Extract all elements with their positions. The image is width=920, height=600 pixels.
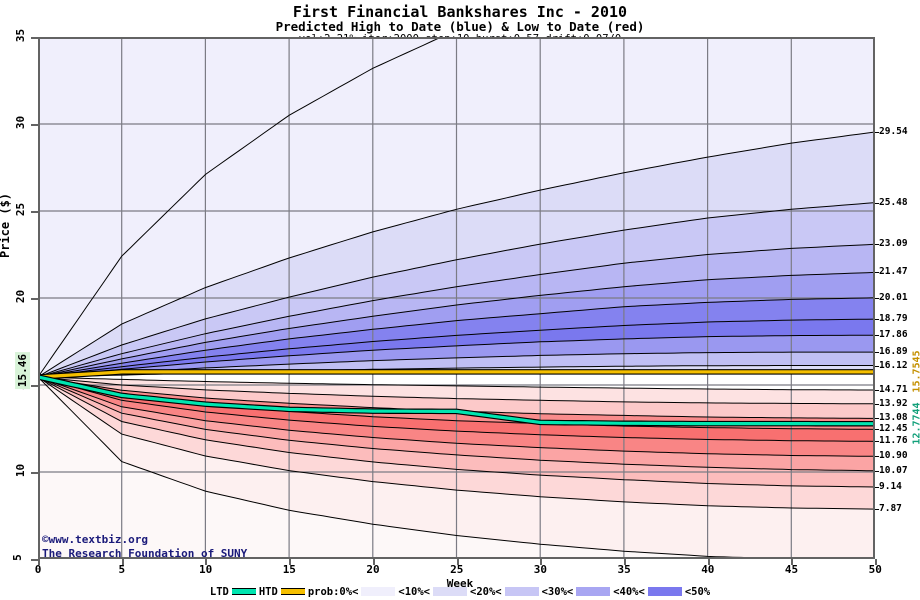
x-tick-20: 20 [366, 563, 380, 576]
x-tick-40: 40 [701, 563, 715, 576]
plot-area [38, 37, 875, 559]
x-tick-0: 0 [34, 563, 42, 576]
right-label-13.08: 13.08 [879, 412, 908, 424]
right-label-tick [875, 456, 879, 458]
legend-band-label-4: <50% [684, 585, 711, 598]
x-tick-mark [456, 559, 459, 565]
y-tick-35: 35 [14, 28, 28, 43]
chart-legend: LTD HTD prob:0%< <10%< <20%< <30%< <40%< <50% [0, 585, 920, 598]
y-tick-mark [31, 211, 39, 213]
legend-band-swatch-2 [504, 587, 539, 596]
x-tick-35: 35 [617, 563, 631, 576]
right-label-21.47: 21.47 [879, 266, 908, 278]
x-tick-25: 25 [450, 563, 464, 576]
x-tick-30: 30 [533, 563, 548, 576]
right-label-tick [875, 132, 879, 133]
right-label-10.07: 10.07 [879, 464, 908, 476]
y-tick-10: 10 [14, 463, 28, 478]
legend-band-label-1: <20%< [470, 585, 502, 598]
x-tick-mark [289, 559, 292, 565]
x-tick-mark [707, 559, 710, 565]
y-tick-30: 30 [14, 115, 28, 130]
right-label-13.92: 13.92 [879, 397, 908, 409]
y-tick-mark [31, 298, 39, 300]
right-label-9.14: 9.14 [879, 480, 902, 492]
ltd-value-annotation: 12.7744 [911, 402, 920, 445]
right-label-16.12: 16.12 [879, 359, 908, 371]
legend-band-swatch-1 [433, 587, 467, 596]
x-tick-mark [121, 559, 124, 565]
chart-title: First Financial Bankshares Inc - 2010 [292, 3, 628, 21]
right-label-23.09: 23.09 [879, 238, 908, 250]
right-label-12.45: 12.45 [879, 423, 908, 435]
right-label-18.79: 18.79 [879, 313, 908, 325]
y-tick-25: 25 [14, 202, 28, 217]
right-label-tick [875, 202, 879, 204]
right-label-29.54: 29.54 [879, 126, 908, 137]
right-label-tick [875, 390, 879, 392]
right-label-tick [875, 509, 879, 511]
y-tick-mark [31, 37, 39, 39]
y-tick-mark [31, 385, 39, 387]
right-label-17.86: 17.86 [879, 329, 908, 341]
legend-htd-label: HTD [258, 585, 278, 598]
right-label-tick [875, 441, 879, 443]
right-label-tick [875, 244, 879, 246]
right-label-tick [875, 319, 879, 321]
x-tick-mark [875, 559, 877, 565]
x-tick-mark [791, 559, 794, 565]
right-label-25.48: 25.48 [879, 196, 908, 208]
x-tick-50: 50 [868, 563, 882, 576]
y-tick-mark [31, 559, 39, 561]
x-tick-5: 5 [118, 563, 126, 576]
legend-band-swatch-0 [361, 587, 396, 596]
right-label-tick [875, 297, 879, 299]
legend-band-label-0: <10%< [398, 585, 430, 598]
x-tick-15: 15 [282, 563, 296, 576]
y-axis-title: Price ($) [0, 192, 12, 258]
x-tick-mark [205, 559, 208, 565]
right-label-tick [875, 403, 879, 405]
legend-band-swatch-3 [576, 587, 611, 596]
y-tick-mark [31, 124, 39, 126]
right-label-tick [875, 352, 879, 354]
right-label-7.87: 7.87 [879, 503, 902, 515]
legend-band-swatch-4 [647, 587, 682, 596]
legend-ltd-label: LTD [209, 585, 229, 598]
x-tick-10: 10 [199, 563, 213, 576]
start-price-label: 15.46 [15, 351, 31, 390]
chart-subtitle: Predicted High to Date (blue) & Low to D… [275, 19, 645, 34]
y-tick-5: 5 [10, 554, 24, 561]
legend-prob-label: prob:0%< [307, 585, 359, 598]
right-label-11.76: 11.76 [879, 435, 908, 447]
legend-band-label-3: <40%< [613, 585, 645, 598]
x-tick-mark [623, 559, 626, 565]
right-label-tick [875, 486, 879, 488]
right-label-tick [875, 335, 879, 337]
htd-value-annotation: 15.7545 [911, 350, 920, 393]
x-tick-mark [38, 559, 40, 565]
legend-htd-swatch [280, 588, 305, 595]
right-label-tick [875, 470, 879, 472]
x-tick-mark [540, 559, 543, 565]
right-label-10.90: 10.90 [879, 450, 908, 462]
y-tick-20: 20 [14, 289, 28, 304]
right-label-tick [875, 272, 879, 274]
right-label-14.71: 14.71 [879, 384, 908, 396]
x-axis-title: Week [446, 577, 474, 590]
right-label-tick [875, 365, 879, 367]
right-label-tick [875, 418, 879, 420]
right-label-tick [875, 429, 879, 431]
credit-website[interactable]: ©www.textbiz.org [42, 533, 148, 546]
right-label-20.01: 20.01 [879, 291, 908, 303]
fan-chart-svg [38, 37, 875, 559]
x-tick-45: 45 [784, 563, 799, 576]
x-tick-mark [372, 559, 375, 565]
right-label-16.89: 16.89 [879, 346, 908, 358]
legend-band-label-2: <30%< [541, 585, 574, 598]
legend-ltd-swatch [231, 588, 256, 595]
credit-organization: The Research Foundation of SUNY [42, 547, 248, 560]
y-tick-mark [31, 472, 39, 474]
